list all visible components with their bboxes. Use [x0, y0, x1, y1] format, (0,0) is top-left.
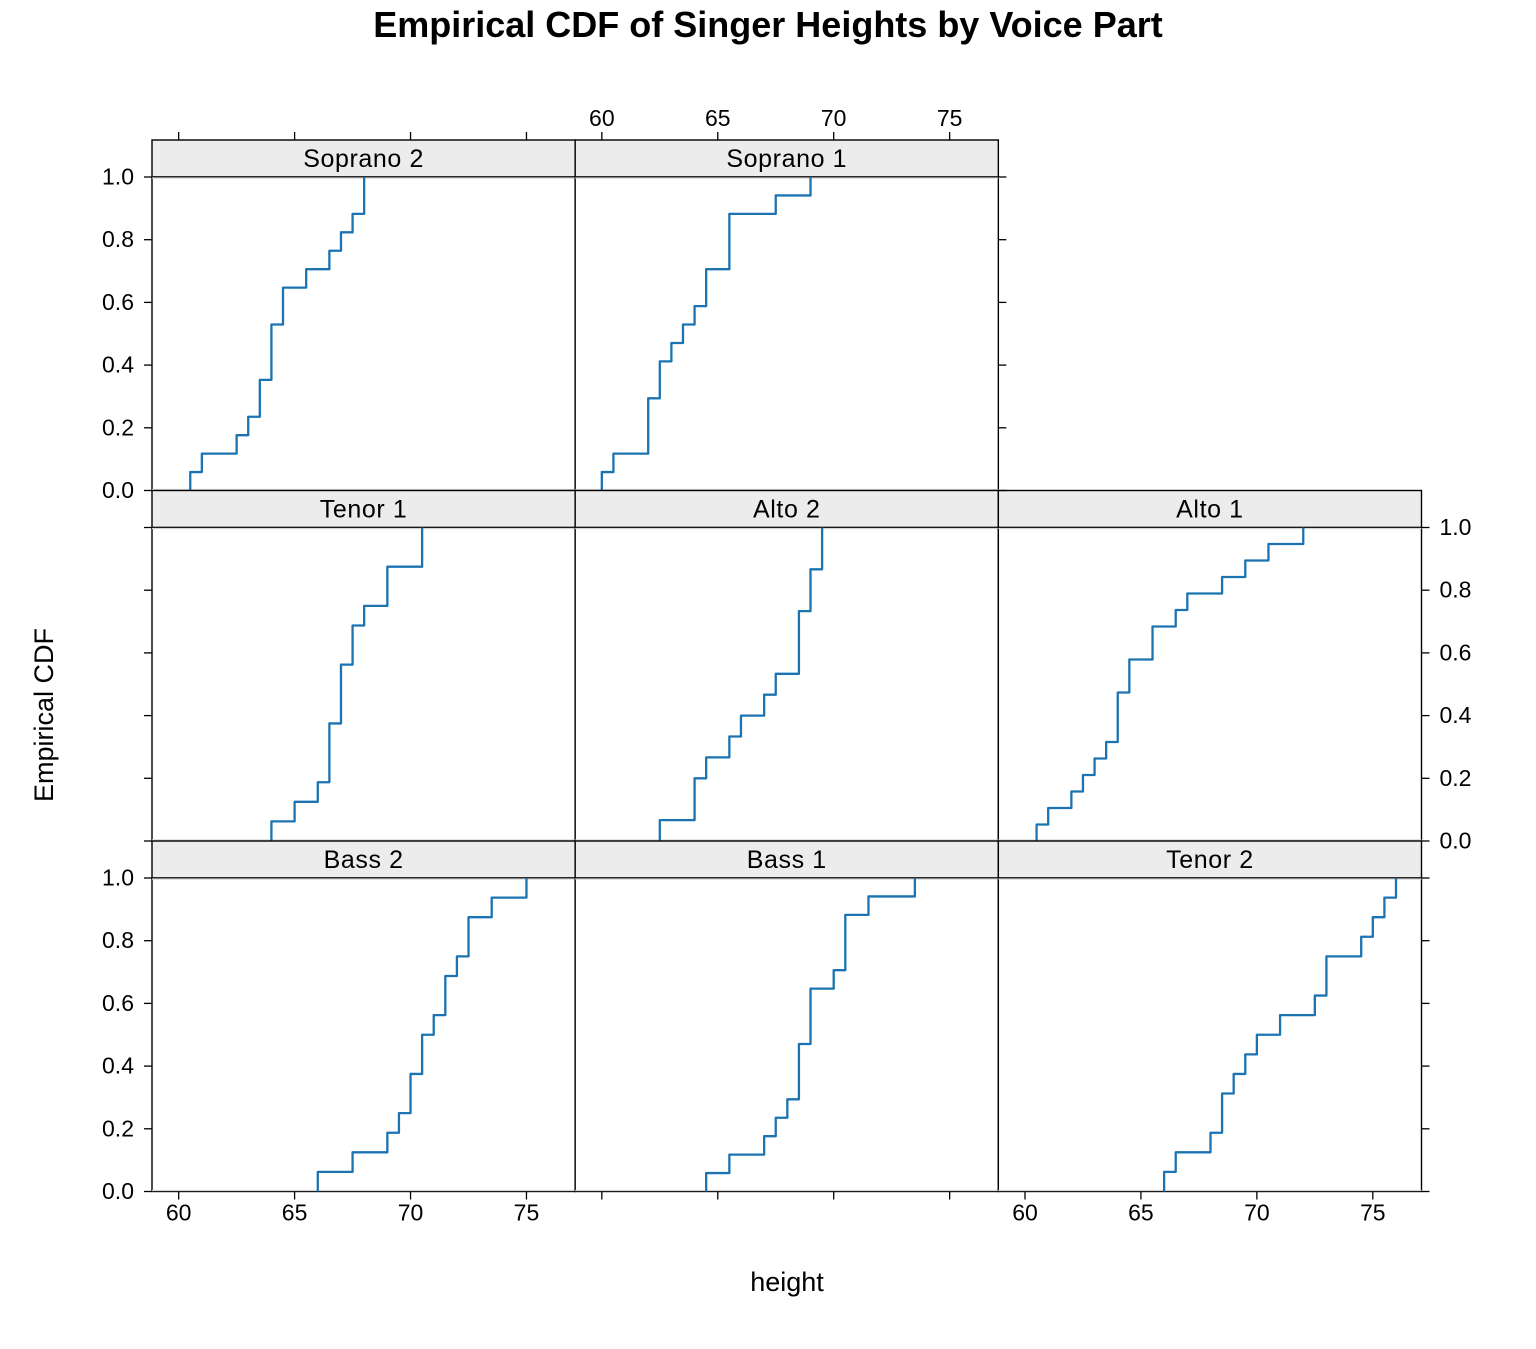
svg-text:Empirical CDF: Empirical CDF	[29, 628, 59, 802]
svg-text:Alto 1: Alto 1	[1176, 496, 1244, 524]
svg-text:75: 75	[1360, 1200, 1386, 1226]
svg-text:60: 60	[1012, 1200, 1038, 1226]
svg-text:70: 70	[398, 1200, 424, 1226]
svg-text:Tenor 2: Tenor 2	[1166, 846, 1254, 874]
svg-text:1.0: 1.0	[102, 865, 134, 891]
svg-text:60: 60	[166, 1200, 192, 1226]
svg-text:1.0: 1.0	[1440, 514, 1472, 540]
svg-text:0.0: 0.0	[102, 477, 134, 503]
svg-text:65: 65	[705, 105, 731, 131]
svg-text:0.8: 0.8	[1440, 577, 1472, 603]
svg-text:0.8: 0.8	[102, 927, 134, 953]
svg-text:0.0: 0.0	[1440, 828, 1472, 854]
svg-text:Tenor 1: Tenor 1	[320, 496, 408, 524]
svg-text:60: 60	[589, 105, 615, 131]
svg-text:Empirical CDF of Singer Height: Empirical CDF of Singer Heights by Voice…	[373, 4, 1163, 45]
svg-text:Alto 2: Alto 2	[753, 496, 821, 524]
svg-text:0.4: 0.4	[102, 1053, 134, 1079]
svg-text:Bass 1: Bass 1	[747, 846, 827, 874]
svg-text:Bass 2: Bass 2	[324, 846, 404, 874]
svg-text:0.6: 0.6	[102, 289, 134, 315]
svg-text:65: 65	[1128, 1200, 1154, 1226]
svg-text:0.4: 0.4	[1440, 702, 1472, 728]
svg-text:0.8: 0.8	[102, 226, 134, 252]
svg-text:75: 75	[937, 105, 963, 131]
svg-text:0.0: 0.0	[102, 1178, 134, 1204]
svg-text:0.2: 0.2	[102, 414, 134, 440]
svg-text:0.2: 0.2	[1440, 765, 1472, 791]
svg-text:0.6: 0.6	[1440, 639, 1472, 665]
svg-text:Soprano 1: Soprano 1	[726, 145, 847, 173]
svg-text:height: height	[750, 1267, 824, 1297]
svg-text:70: 70	[821, 105, 847, 131]
svg-text:70: 70	[1244, 1200, 1270, 1226]
svg-text:0.6: 0.6	[102, 990, 134, 1016]
svg-text:Soprano 2: Soprano 2	[303, 145, 424, 173]
svg-text:1.0: 1.0	[102, 164, 134, 190]
svg-text:65: 65	[282, 1200, 308, 1226]
svg-text:0.4: 0.4	[102, 352, 134, 378]
svg-text:0.2: 0.2	[102, 1115, 134, 1141]
svg-text:75: 75	[514, 1200, 540, 1226]
